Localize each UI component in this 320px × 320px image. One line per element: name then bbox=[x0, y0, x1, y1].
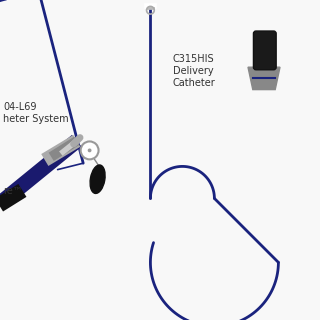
Polygon shape bbox=[248, 67, 280, 90]
Ellipse shape bbox=[90, 165, 105, 193]
Text: C315HIS
Delivery
Catheter: C315HIS Delivery Catheter bbox=[173, 54, 216, 88]
Text: 04-L69
heter System: 04-L69 heter System bbox=[3, 102, 69, 124]
Circle shape bbox=[88, 148, 92, 152]
Circle shape bbox=[81, 141, 99, 159]
Text: re™: re™ bbox=[3, 186, 23, 196]
FancyBboxPatch shape bbox=[253, 31, 276, 70]
